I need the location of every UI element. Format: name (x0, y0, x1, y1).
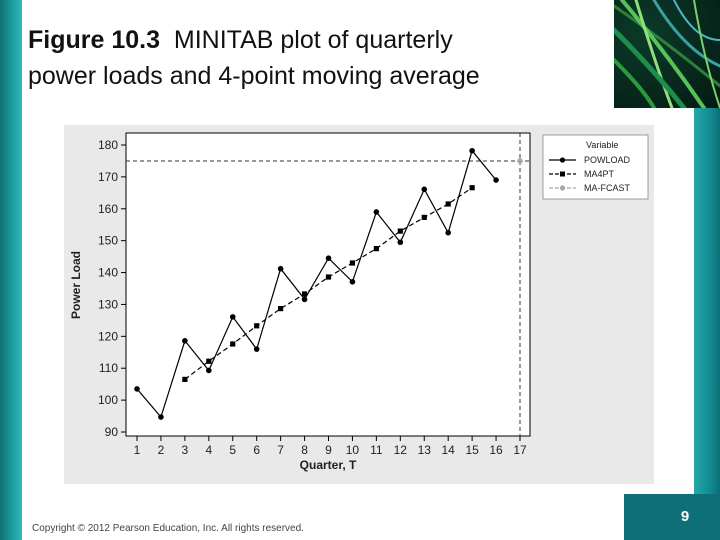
x-tick-label: 5 (229, 443, 236, 457)
data-point-ma4pt (397, 228, 403, 234)
left-decorative-band (0, 0, 22, 540)
legend: Variable POWLOAD MA4PT MA-FCAST (542, 134, 649, 200)
data-point-powload (445, 229, 451, 236)
data-point-powload (469, 147, 475, 154)
legend-title: Variable (586, 140, 618, 150)
y-tick-label: 150 (98, 234, 118, 248)
data-point-powload (277, 265, 284, 272)
data-point-ma4pt (445, 201, 451, 207)
x-axis-label: Quarter, T (300, 458, 357, 472)
x-axis: 1 2 3 4 5 6 7 8 9 10 11 12 13 14 15 16 17 (134, 436, 527, 457)
data-point-ma4pt (278, 305, 284, 312)
x-tick-label: 13 (418, 443, 432, 457)
plot-area (125, 132, 531, 437)
x-tick-label: 12 (394, 443, 408, 457)
data-point-powload (134, 386, 140, 392)
x-tick-label: 4 (205, 443, 212, 457)
y-tick-label: 120 (98, 329, 118, 343)
x-tick-label: 9 (325, 443, 332, 457)
x-tick-label: 10 (346, 443, 360, 457)
data-point-ma4pt (230, 341, 236, 347)
data-point-powload (325, 255, 332, 262)
y-tick-label: 170 (98, 170, 118, 184)
right-decorative-band (694, 108, 720, 540)
y-axis: 90 100 110 120 130 140 150 160 170 180 (98, 138, 126, 439)
data-point-ma4pt (325, 274, 332, 280)
x-tick-label: 8 (301, 443, 308, 457)
data-point-ma4pt (421, 214, 427, 220)
data-point-powload (253, 346, 260, 352)
data-point-powload (301, 296, 308, 303)
y-tick-label: 180 (98, 138, 118, 152)
data-point-powload (158, 414, 164, 420)
legend-marker (559, 157, 566, 163)
x-tick-label: 2 (158, 443, 165, 457)
page-number: 9 (680, 508, 690, 525)
x-tick-label: 17 (513, 443, 527, 457)
data-point-ma-fcast (517, 158, 523, 164)
legend-label: MA4PT (584, 169, 615, 179)
figure-number: Figure 10.3 (28, 26, 160, 54)
data-point-ma4pt (254, 323, 260, 329)
y-tick-label: 140 (98, 266, 118, 280)
slide-title: Figure 10.3 MINITAB plot of quarterly po… (28, 22, 588, 94)
x-tick-label: 1 (134, 443, 141, 457)
x-tick-label: 15 (465, 443, 479, 457)
series-line-powload (136, 149, 497, 419)
legend-label: MA-FCAST (584, 183, 631, 193)
data-point-ma4pt (349, 260, 356, 266)
data-point-ma4pt (206, 358, 212, 364)
y-tick-label: 90 (105, 425, 119, 439)
copyright-notice: Copyright © 2012 Pearson Education, Inc.… (32, 523, 304, 534)
page-number-box: 9 (624, 494, 720, 540)
x-tick-label: 11 (370, 443, 383, 457)
legend-marker (560, 171, 565, 177)
data-point-powload (421, 186, 428, 193)
data-series (134, 147, 523, 420)
x-tick-label: 7 (277, 443, 284, 457)
x-tick-label: 6 (253, 443, 260, 457)
x-tick-label: 3 (182, 443, 189, 457)
data-point-powload (182, 337, 188, 344)
data-point-powload (349, 279, 356, 285)
data-point-ma4pt (373, 246, 379, 252)
title-line-1: MINITAB plot of quarterly (173, 26, 453, 54)
data-point-powload (493, 177, 499, 183)
y-tick-label: 130 (98, 297, 118, 311)
legend-label: POWLOAD (584, 155, 631, 165)
data-point-ma4pt (182, 376, 188, 382)
data-point-powload (206, 367, 212, 374)
data-point-ma4pt (301, 291, 308, 297)
y-tick-label: 100 (98, 393, 118, 407)
data-point-powload (397, 239, 404, 246)
forecast-reference-lines (126, 133, 530, 436)
corner-fiber-optic-image (614, 0, 720, 108)
data-point-powload (373, 209, 380, 215)
title-line-2: power loads and 4-point moving average (28, 62, 480, 90)
x-tick-label: 14 (442, 443, 456, 457)
data-point-powload (229, 314, 236, 320)
data-point-ma4pt (469, 185, 475, 191)
legend-marker (559, 185, 566, 191)
x-tick-label: 16 (489, 443, 503, 457)
y-tick-label: 160 (98, 202, 118, 216)
y-axis-label: Power Load (69, 251, 83, 319)
y-tick-label: 110 (99, 361, 118, 375)
